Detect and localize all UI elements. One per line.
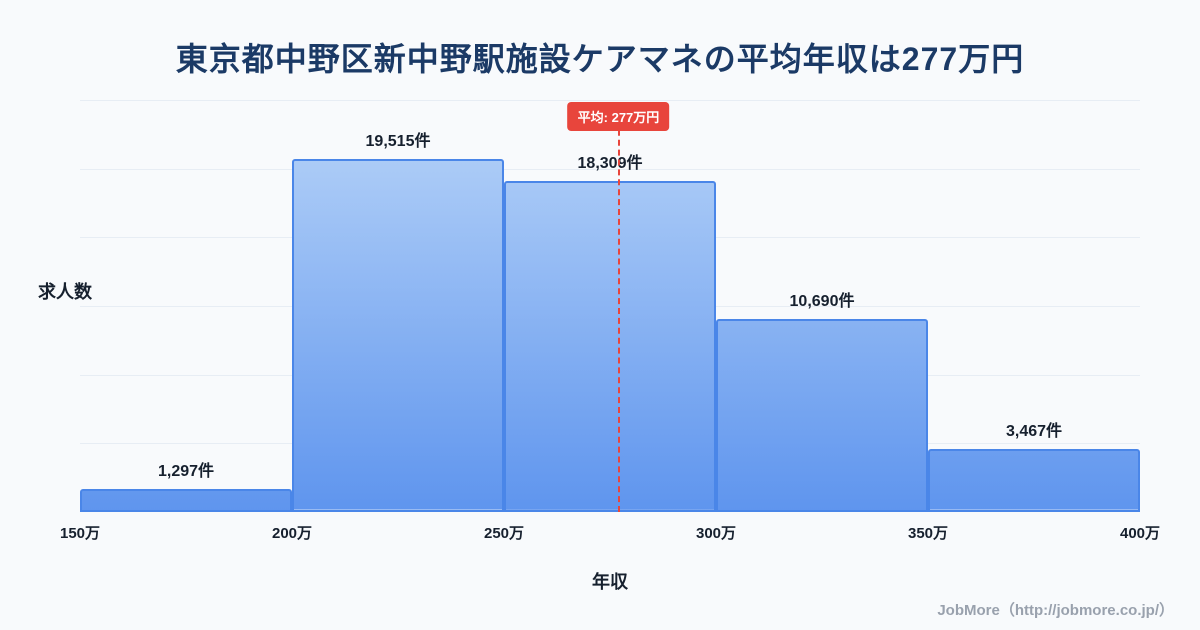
bar-value-label: 10,690件: [789, 292, 855, 310]
x-tick-label: 400万: [1119, 525, 1161, 542]
average-line: [618, 110, 621, 512]
plot-area: 平均: 277万円 1,297件 19,515件 18,309件 10,690件 3,4…: [60, 100, 1160, 542]
x-tick-label: 300万: [695, 525, 737, 542]
average-badge: 平均: 277万円: [567, 102, 670, 131]
bar-value-label: 19,515件: [365, 133, 431, 151]
histogram-bar: [504, 181, 716, 512]
gridline: [80, 100, 1140, 101]
gridline: [80, 168, 1140, 170]
x-tick-label: 200万: [271, 525, 313, 542]
x-tick-label: 250万: [483, 525, 525, 542]
histogram-bar: [928, 449, 1140, 512]
bar-value-label: 1,297件: [157, 462, 215, 480]
x-axis-label: 年収: [592, 572, 628, 592]
x-tick-label: 150万: [59, 525, 101, 542]
x-tick-label: 350万: [907, 525, 949, 542]
histogram-bar: [716, 318, 928, 512]
footer-credit: JobMore（http://jobmore.co.jp/）: [937, 602, 1174, 619]
chart-title: 東京都中野区新中野駅施設ケアマネの平均年収は277万円: [175, 41, 1025, 77]
histogram-bar: [292, 159, 504, 512]
y-axis-label: 求人数: [38, 282, 92, 302]
bar-value-label: 3,467件: [1005, 423, 1063, 441]
bar-value-label: 18,309件: [577, 155, 643, 173]
histogram-bar: [80, 488, 292, 512]
